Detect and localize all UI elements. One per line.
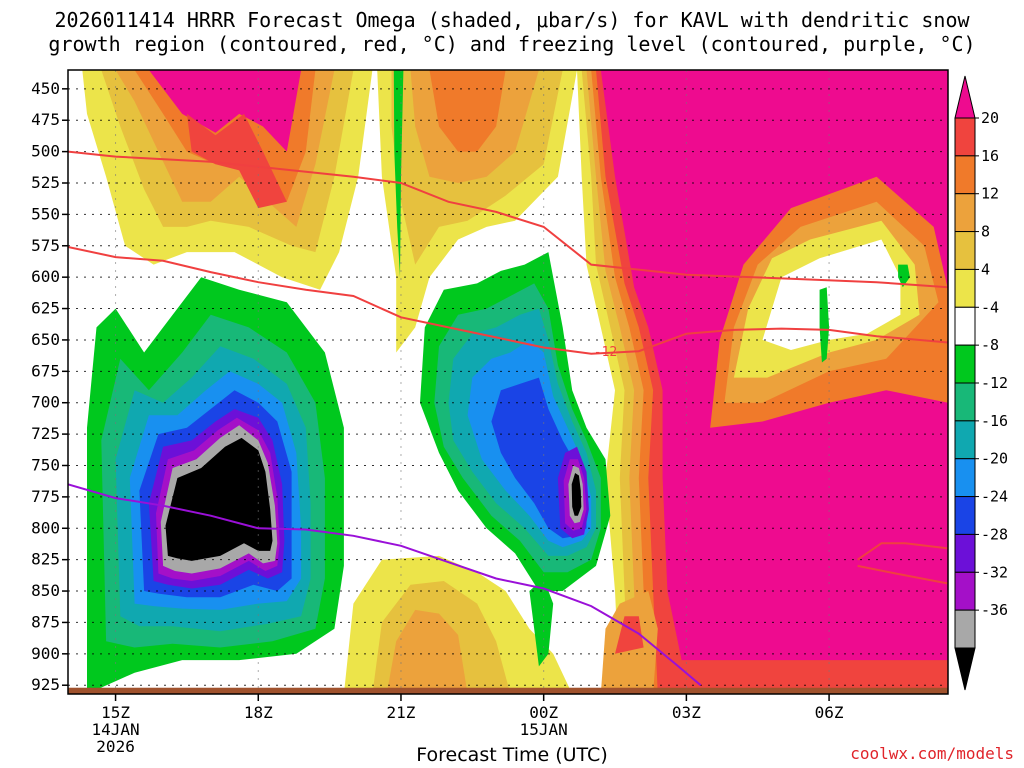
chart-title-line-2: growth region (contoured, red, °C) and f… [48,32,976,56]
colorbar-bin [954,496,976,535]
y-tick-label: 825 [31,550,60,569]
y-tick-label: 675 [31,361,60,380]
y-tick-label: 700 [31,393,60,412]
colorbar-bin [954,571,976,611]
y-tick-label: 600 [31,267,60,286]
lower-right-bump-16-20 [615,616,644,654]
colorbar-bin [954,306,976,346]
y-tick-label: 575 [31,236,60,255]
x-tick-label: 03Z [672,703,701,722]
upper-left-max [148,70,302,152]
y-tick-label: 475 [31,110,60,129]
colorbar-label: 4 [981,260,990,278]
plot-frame [67,69,949,695]
contour-dgz-lower-right2 [857,564,948,585]
colorbar-bin [954,155,976,195]
green-fleck-07z [898,264,910,288]
x-tick-date: 15JAN [520,720,568,739]
x-tick-label: 21Z [387,703,416,722]
colorbar-bin [954,117,976,157]
colorbar-label: -12 [981,374,1008,392]
colorbar-bin [954,344,976,384]
y-tick-label: 500 [31,142,60,161]
ground-surface [68,687,948,694]
colorbar-bin [954,231,976,270]
green-fleck-05z [819,287,830,363]
contour-dgz-lower-right [857,542,948,561]
site-credit: coolwx.com/models [850,744,1014,763]
colorbar-bin [954,382,976,422]
contour-lines: -12 [68,150,948,686]
y-tick-label: 925 [31,675,60,694]
colorbar-label: 16 [981,147,999,165]
x-tick-label: 00Z [529,703,558,722]
colorbar-label: 20 [981,109,999,127]
left-negative-_36 [165,437,273,561]
chart-title-line-1: 2026011414 HRRR Forecast Omega (shaded, … [54,8,970,32]
right-pocket-white [762,239,901,350]
colorbar-label: -8 [981,336,999,354]
colorbar-label: 12 [981,185,999,203]
green-stripe-20z [393,70,404,278]
x-axis-label: Forecast Time (UTC) [416,744,608,766]
y-tick-label: 550 [31,204,60,223]
y-tick-label: 775 [31,487,60,506]
colorbar-bin [954,420,976,460]
contour-freezing-level-0C [68,483,702,686]
colorbar-label: -28 [981,525,1008,543]
colorbar-top-arrow [954,75,976,119]
colorbar-label: 8 [981,223,990,241]
upper-left-16-20 [186,113,287,209]
colorbar-bin [954,609,976,649]
colorbar-bin [954,268,976,308]
colorbar-label: -24 [981,488,1008,506]
middle-negative-_36 [571,473,582,516]
colorbar-label: -20 [981,450,1008,468]
colorbar-bin [954,193,976,233]
lower-middle-8-12 [386,609,468,694]
x-tick-date: 14JAN [91,720,139,739]
colorbar-legend: 20 16 12 8 4 -4 -8 -12 -16 -20 -24 -28 -32 -36 [954,75,1008,691]
colorbar-bin [954,458,976,498]
y-tick-label: 725 [31,424,60,443]
y-tick-label: 750 [31,455,60,474]
colorbar-label: -16 [981,412,1008,430]
y-tick-label: 875 [31,612,60,631]
y-axis: 450 475 500 525 550 575 600 625 650 675 700 725 750 7… [31,79,68,694]
x-tick-label: 15Z [101,703,130,722]
y-tick-label: 450 [31,79,60,98]
y-tick-label: 800 [31,518,60,537]
contour-dgz-lower-minus12C [68,246,948,355]
contour-label: -12 [594,345,617,360]
colorbar-label: -4 [981,298,999,316]
y-tick-label: 900 [31,644,60,663]
x-tick-year: 2026 [96,737,135,756]
omega-shaded-field [68,70,948,694]
y-tick-label: 525 [31,173,60,192]
y-tick-label: 625 [31,299,60,318]
colorbar-bottom-arrow [954,647,976,691]
x-tick-label: 06Z [815,703,844,722]
y-tick-label: 650 [31,330,60,349]
colorbar-bin [954,533,976,573]
colorbar-label: -32 [981,563,1008,581]
x-tick-label: 18Z [244,703,273,722]
upper-middle-12-16 [429,70,506,152]
colorbar-label: -36 [981,601,1008,619]
y-tick-label: 850 [31,581,60,600]
contour-dgz-upper-minus18C [68,150,948,289]
